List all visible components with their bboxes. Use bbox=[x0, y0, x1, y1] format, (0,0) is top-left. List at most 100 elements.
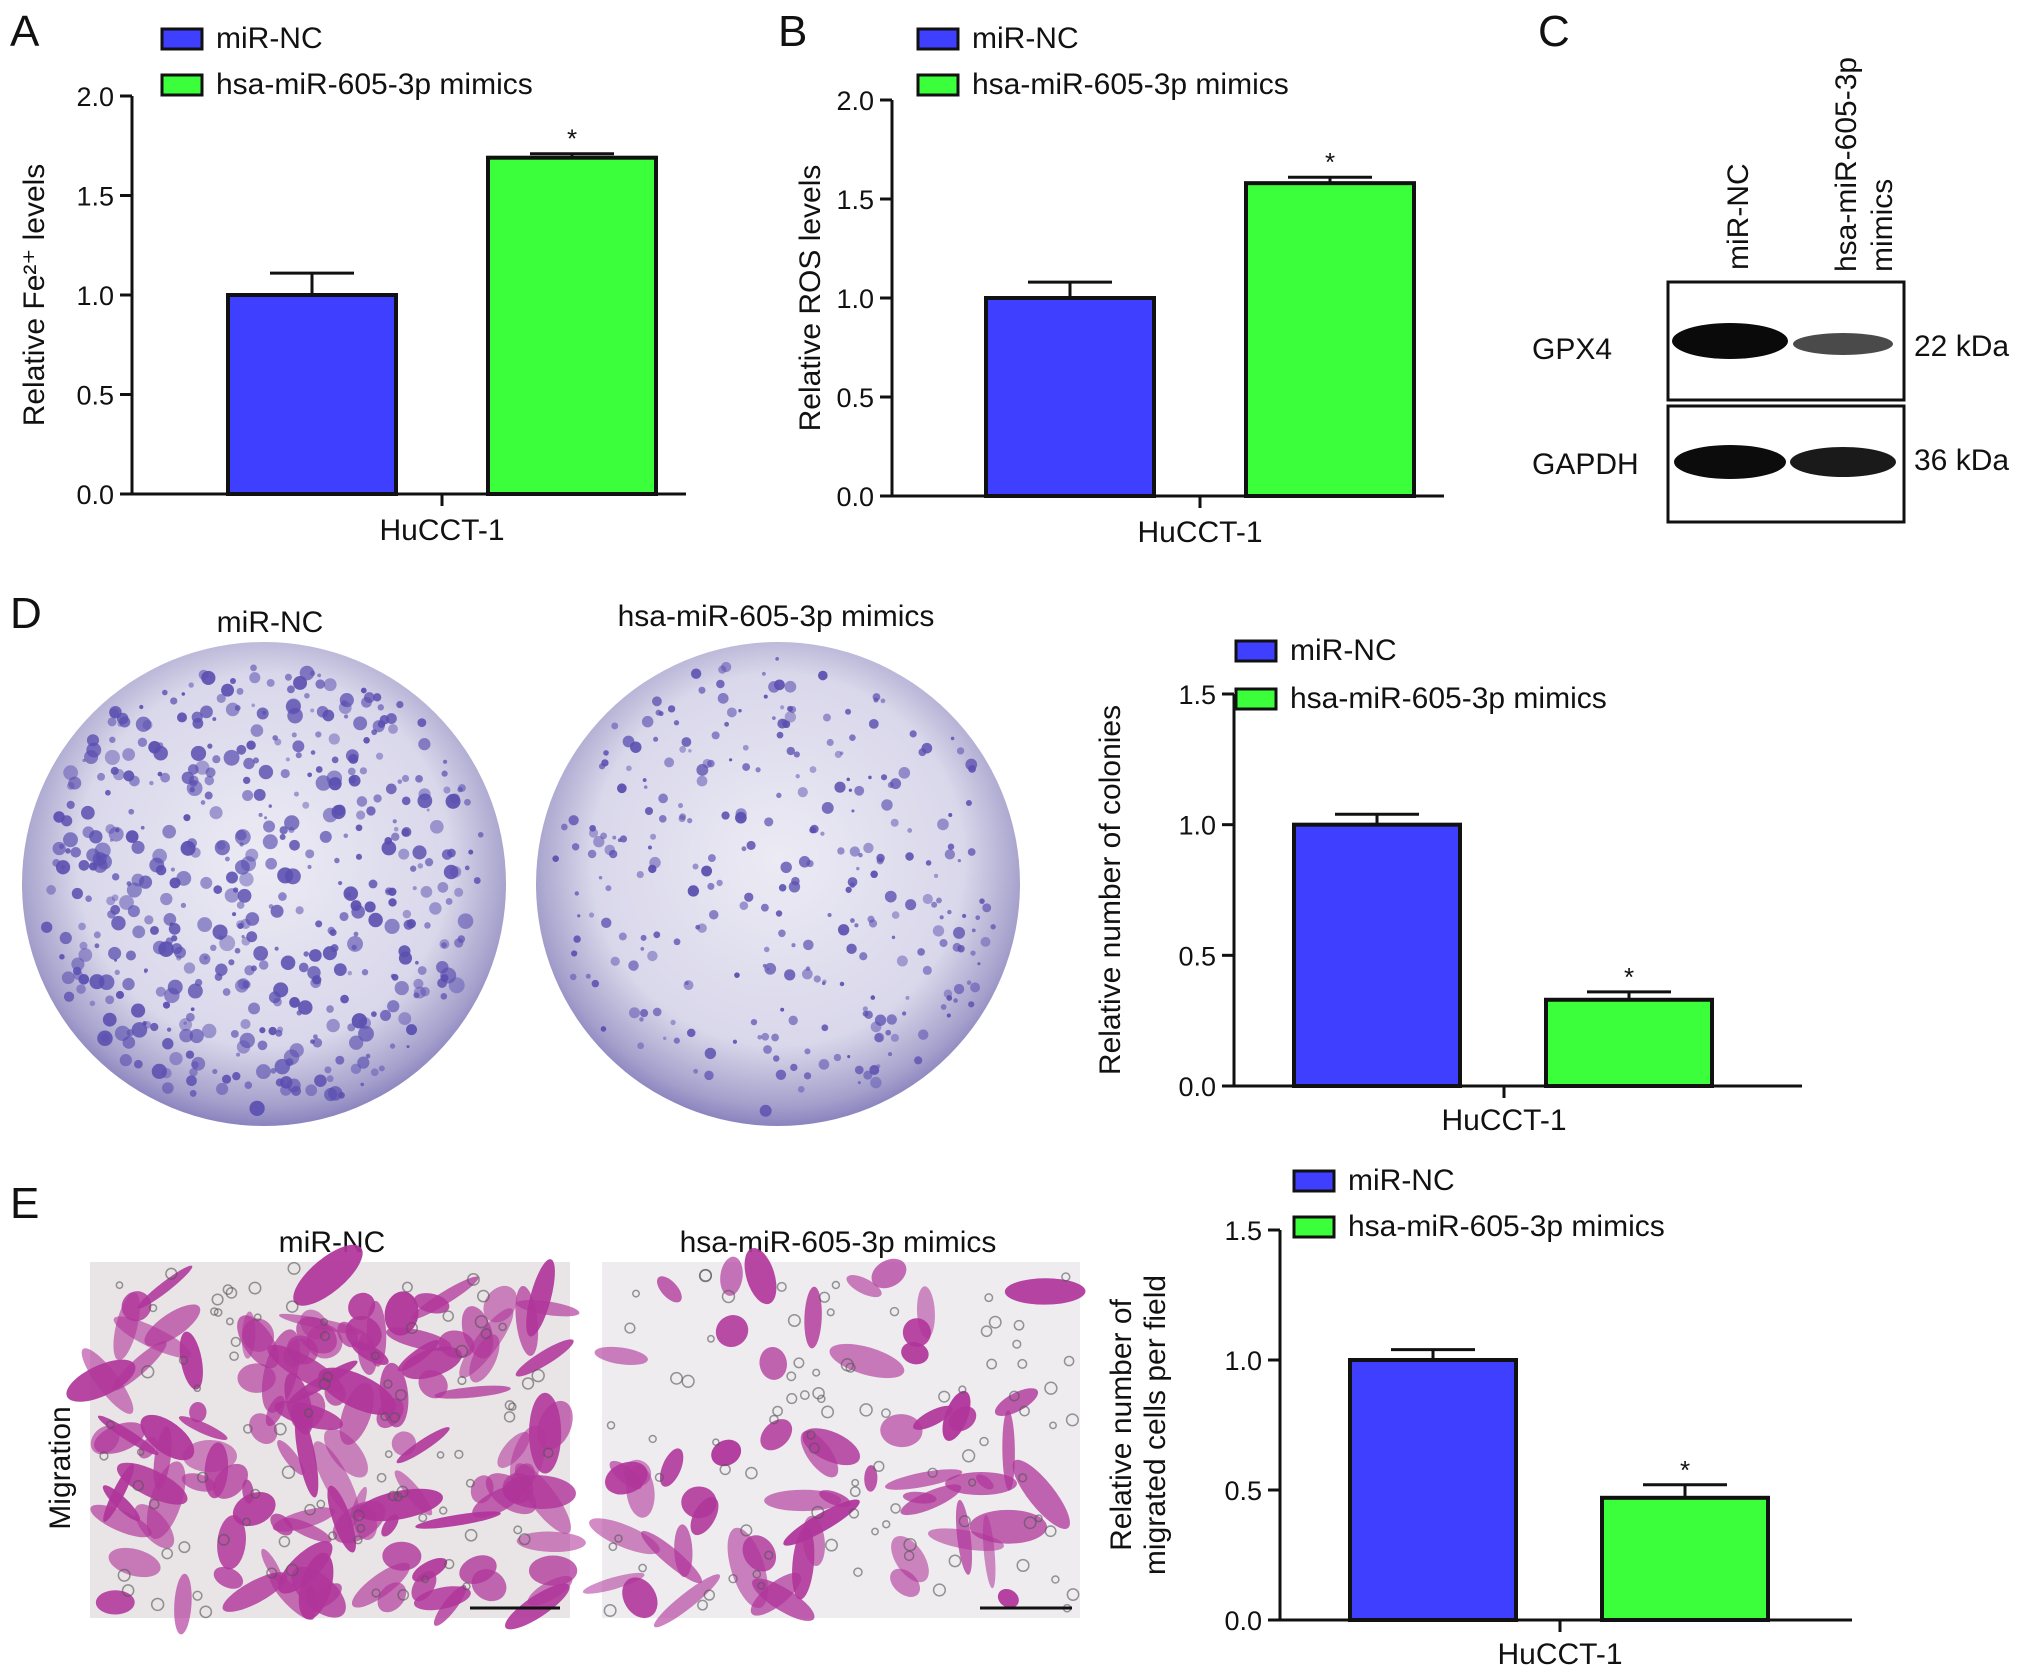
colony-dot bbox=[114, 958, 118, 962]
colony-dot bbox=[230, 1030, 239, 1038]
colony-dot bbox=[874, 1014, 887, 1026]
migrated-cell bbox=[95, 1590, 135, 1615]
colony-dot bbox=[914, 1056, 923, 1065]
colony-dot bbox=[181, 771, 194, 784]
colony-dot bbox=[314, 1074, 327, 1087]
colony-dot bbox=[630, 741, 642, 753]
migrated-cell bbox=[744, 1247, 777, 1305]
colony-dot bbox=[356, 810, 366, 820]
colony-dot bbox=[953, 926, 966, 939]
colony-dot bbox=[696, 764, 709, 776]
membrane-pore bbox=[222, 1284, 234, 1295]
panel-letter-e: E bbox=[10, 1179, 39, 1228]
colony-dot bbox=[370, 1068, 379, 1077]
membrane-pore bbox=[614, 1534, 623, 1543]
colony-dot bbox=[303, 951, 309, 957]
membrane-pore bbox=[624, 1322, 636, 1334]
colony-dot bbox=[931, 901, 938, 908]
colony-dot bbox=[144, 915, 154, 925]
membrane-pore bbox=[480, 1328, 492, 1340]
colony-dot bbox=[704, 1070, 714, 1081]
membrane-pore bbox=[370, 1351, 380, 1361]
colony-dot bbox=[176, 955, 182, 961]
colony-dot bbox=[225, 702, 240, 717]
colony-dot bbox=[443, 759, 448, 764]
colony-dot bbox=[804, 1048, 811, 1055]
migrated-cell bbox=[760, 1419, 793, 1451]
colony-dot bbox=[636, 870, 644, 879]
colony-dot bbox=[243, 757, 255, 770]
colony-dot bbox=[741, 846, 747, 852]
colony-dot bbox=[189, 1068, 198, 1077]
membrane-pore bbox=[405, 1321, 418, 1335]
chart-e-migrated-cells: 0.0 0.5 1.0 1.5 HuCCT-1 Relative number of mig… bbox=[1105, 1164, 1852, 1671]
colony-dot bbox=[907, 828, 913, 833]
colony-dot bbox=[333, 963, 347, 977]
membrane-pore bbox=[322, 1371, 333, 1382]
colony-dot bbox=[589, 824, 596, 832]
migrated-cell bbox=[622, 1577, 658, 1619]
colony-dot bbox=[711, 731, 720, 740]
colony-dot bbox=[888, 1052, 893, 1057]
colony-dot bbox=[701, 865, 713, 877]
colony-dot bbox=[968, 1001, 975, 1008]
colony-dot bbox=[417, 718, 427, 728]
migrated-cell bbox=[249, 1413, 278, 1444]
x-axis-label-d: HuCCT-1 bbox=[1441, 1104, 1566, 1137]
membrane-pore bbox=[638, 1563, 647, 1573]
colony-dot bbox=[441, 849, 453, 860]
colony-dot bbox=[396, 700, 404, 709]
colony-dot bbox=[394, 980, 409, 996]
colony-dot bbox=[122, 977, 135, 991]
colony-dot bbox=[72, 966, 82, 976]
colony-dot bbox=[946, 995, 953, 1001]
colony-dot bbox=[457, 786, 463, 793]
colony-dot bbox=[464, 865, 470, 871]
colony-dot bbox=[289, 997, 300, 1008]
migrated-cell bbox=[711, 1439, 742, 1467]
colony-dot bbox=[445, 898, 453, 905]
colony-dot bbox=[764, 962, 777, 975]
colony-dot bbox=[200, 705, 213, 719]
colony-dot bbox=[850, 918, 855, 923]
colony-dot bbox=[326, 1018, 340, 1033]
colony-dot bbox=[240, 856, 257, 872]
membrane-pore bbox=[1065, 1413, 1079, 1427]
colony-dot bbox=[967, 848, 976, 856]
colony-dot bbox=[950, 736, 955, 741]
colony-dot bbox=[351, 1013, 368, 1029]
colony-dot bbox=[264, 816, 268, 820]
membrane-pore bbox=[285, 1300, 299, 1313]
colony-dot bbox=[643, 785, 648, 789]
membrane-pore bbox=[938, 1390, 951, 1403]
membrane-pore bbox=[457, 1375, 467, 1386]
significance-marker-e: * bbox=[1680, 1455, 1690, 1485]
y-tick-label-d: 1.5 bbox=[1178, 680, 1216, 710]
membrane-pore bbox=[1008, 1390, 1020, 1402]
band-gapdh-mimic bbox=[1790, 447, 1896, 477]
migrated-cell bbox=[997, 1588, 1019, 1608]
colony-dot bbox=[368, 879, 378, 889]
membrane-pore bbox=[150, 1597, 165, 1612]
colony-dot bbox=[970, 982, 981, 993]
colony-dot bbox=[270, 1068, 277, 1074]
membrane-pore bbox=[225, 1317, 234, 1326]
colony-dot bbox=[305, 1084, 318, 1097]
colony-dot bbox=[160, 892, 173, 906]
colony-dot bbox=[603, 750, 609, 756]
colony-dot bbox=[258, 960, 269, 970]
colony-dot bbox=[384, 918, 400, 934]
colony-dot bbox=[813, 975, 821, 983]
colony-dot bbox=[347, 970, 353, 976]
colony-dot bbox=[293, 791, 299, 797]
colony-dot bbox=[437, 881, 449, 893]
migration-images: miR-NC hsa-miR-605-3p mimics Migration bbox=[44, 1226, 1086, 1635]
membrane-pore bbox=[889, 1306, 900, 1317]
colony-dot bbox=[201, 1023, 217, 1039]
size-gapdh: 36 kDa bbox=[1914, 444, 2009, 477]
colony-dot bbox=[454, 938, 464, 948]
colony-dot bbox=[918, 1029, 929, 1040]
membrane-pore bbox=[1023, 1516, 1037, 1530]
membrane-pore bbox=[808, 1442, 820, 1454]
colony-dot bbox=[809, 766, 817, 773]
